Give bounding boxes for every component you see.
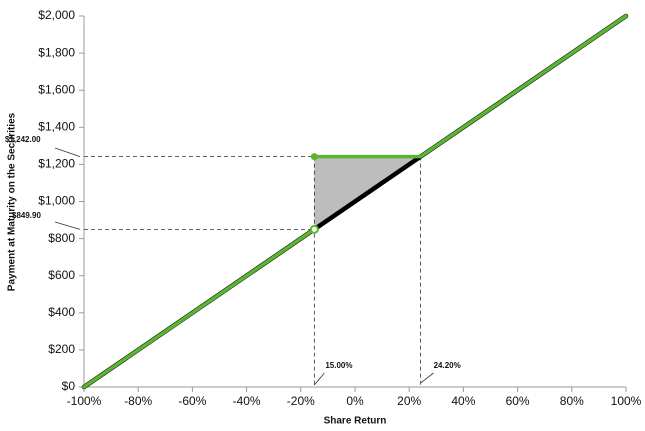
- x-axis-title: Share Return: [324, 416, 387, 427]
- y-tick-label: $1,800: [38, 45, 75, 59]
- x-tick-label: 80%: [560, 394, 584, 408]
- y-tick-label: $600: [48, 268, 75, 282]
- series-line: [82, 14, 628, 389]
- x-tick-label: 0%: [346, 394, 364, 408]
- leader: [314, 372, 325, 386]
- y-tick-label: $1,200: [38, 157, 75, 171]
- annotation: 15.00%: [325, 361, 352, 370]
- x-tick-label: -80%: [124, 394, 152, 408]
- y-tick-label: $200: [48, 342, 75, 356]
- x-tick-label: -40%: [233, 394, 261, 408]
- annotation: $849.90: [12, 211, 41, 220]
- y-tick-label: $0: [62, 379, 76, 393]
- leader: [54, 147, 81, 157]
- y-tick-label: $1,600: [38, 82, 75, 96]
- x-tick-label: -60%: [178, 394, 206, 408]
- x-tick-label: 100%: [611, 394, 642, 408]
- leader: [420, 372, 434, 384]
- y-tick-label: $400: [48, 305, 75, 319]
- y-tick-label: $1,400: [38, 119, 75, 133]
- filled-marker: [310, 153, 318, 161]
- x-tick-label: 40%: [451, 394, 475, 408]
- annotation: $1,242.00: [5, 135, 41, 144]
- x-tick-label: -20%: [287, 394, 315, 408]
- open-marker: [309, 224, 319, 234]
- y-tick-label: $1,000: [38, 194, 75, 208]
- x-tick-label: 20%: [397, 394, 421, 408]
- y-tick-label: $2,000: [38, 8, 75, 22]
- leader: [54, 221, 81, 230]
- x-tick-label: -100%: [67, 394, 102, 408]
- annotation: 24.20%: [434, 361, 461, 370]
- y-axis-title: Payment at Maturity on the Securities: [7, 112, 18, 291]
- y-tick-label: $800: [48, 231, 75, 245]
- x-tick-label: 60%: [506, 394, 530, 408]
